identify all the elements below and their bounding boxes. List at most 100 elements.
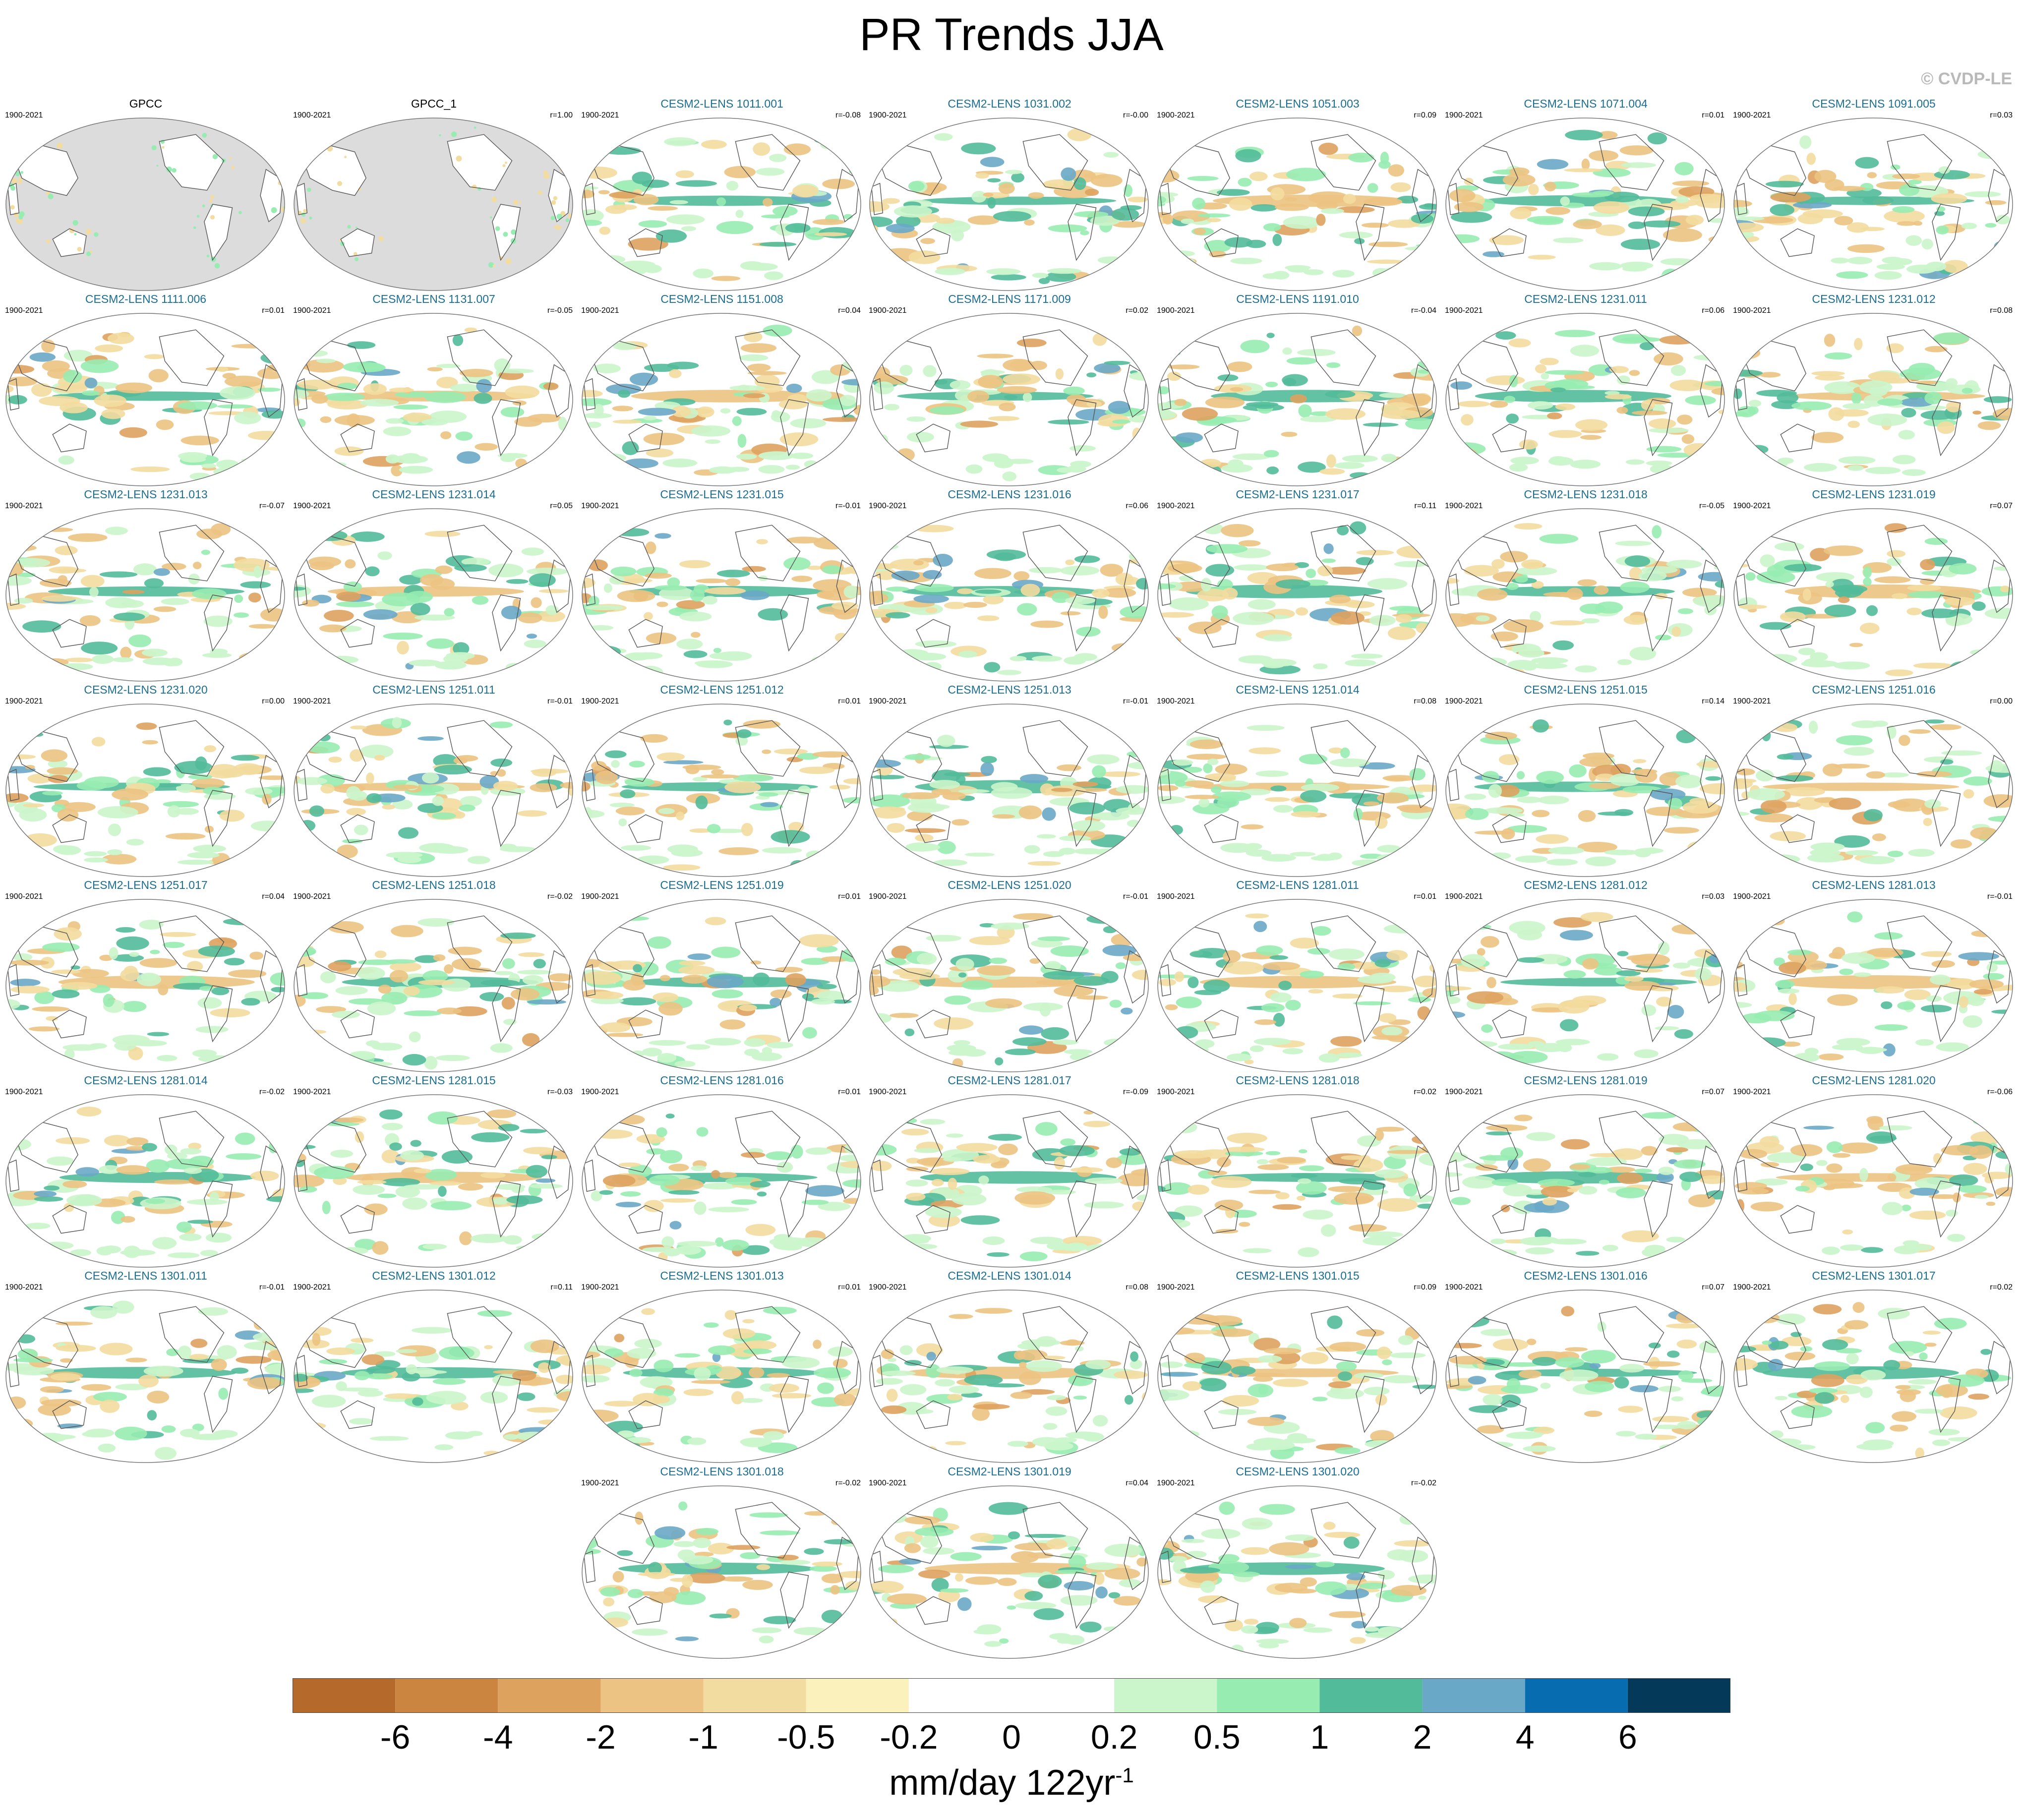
trend-blob xyxy=(1922,1330,1941,1335)
trend-blob xyxy=(366,1373,393,1380)
trend-blob xyxy=(1878,1307,1910,1320)
trend-blob xyxy=(260,608,285,622)
trend-blob xyxy=(1641,1146,1658,1156)
trend-blob xyxy=(1655,1026,1679,1031)
trend-blob xyxy=(1963,789,1974,799)
trend-blob xyxy=(1734,739,1754,753)
panel-title: CESM2-LENS 1231.011 xyxy=(1524,293,1647,305)
panel-title: CESM2-LENS 1071.004 xyxy=(1524,97,1648,110)
trend-blob xyxy=(997,670,1021,675)
panel-title: CESM2-LENS 1281.013 xyxy=(1812,879,1936,891)
trend-blob xyxy=(1219,780,1250,787)
trend-blob xyxy=(209,199,213,203)
trend-blob xyxy=(1291,811,1321,818)
trend-blob xyxy=(1367,183,1378,193)
trend-blob xyxy=(1682,587,1717,597)
map-outline xyxy=(1157,508,1437,682)
trend-blob xyxy=(1737,1251,1749,1259)
trend-blob xyxy=(1533,218,1563,225)
trend-blob xyxy=(1265,797,1290,802)
trend-blob xyxy=(1877,398,1903,406)
trend-blob xyxy=(1119,1579,1141,1587)
trend-blob xyxy=(384,1393,416,1399)
map-panel: CESM2-LENS 1281.019 1900-2021 r=0.07 xyxy=(1445,1074,1726,1270)
trend-blob xyxy=(1567,1188,1578,1193)
trend-blob xyxy=(1408,654,1424,663)
trend-blob xyxy=(1296,1195,1306,1201)
trend-blob xyxy=(612,419,642,424)
trend-blob xyxy=(886,587,909,592)
map-outline xyxy=(5,899,285,1072)
panel-title: CESM2-LENS 1251.019 xyxy=(660,879,784,891)
trend-blob xyxy=(417,918,455,927)
panel-correlation: r=-0.01 xyxy=(1123,892,1148,901)
trend-blob xyxy=(109,947,119,960)
trend-blob xyxy=(663,864,701,871)
trend-blob xyxy=(1616,375,1630,385)
trend-blob xyxy=(86,251,91,256)
trend-blob xyxy=(1457,401,1490,408)
trend-blob xyxy=(1136,1194,1148,1202)
trend-blob xyxy=(1759,372,1781,378)
trend-blob xyxy=(248,592,261,603)
trend-blob xyxy=(870,759,901,768)
trend-blob xyxy=(1869,1135,1897,1142)
trend-blob xyxy=(1007,1441,1028,1447)
trend-blob xyxy=(646,632,677,645)
trend-blob xyxy=(1503,619,1544,633)
trend-blob xyxy=(1692,264,1710,277)
trend-blob xyxy=(216,460,239,470)
trend-blob xyxy=(1530,662,1568,669)
trend-blob xyxy=(601,852,625,859)
trend-blob xyxy=(696,406,714,418)
coastline xyxy=(1735,768,1748,801)
trend-blob xyxy=(1194,1039,1215,1049)
trend-blob xyxy=(1395,614,1412,623)
trend-blob xyxy=(1108,401,1130,414)
trend-blob xyxy=(1329,594,1351,604)
trend-blob xyxy=(1734,1045,1756,1051)
trend-blob xyxy=(700,774,740,779)
trend-blob xyxy=(472,595,489,605)
trend-blob xyxy=(336,601,374,607)
trend-blob xyxy=(1266,466,1279,474)
trend-blob xyxy=(1509,463,1528,472)
trend-blob xyxy=(1564,168,1603,173)
trend-blob xyxy=(1104,1568,1140,1580)
trend-blob xyxy=(165,833,206,840)
coastline xyxy=(1022,720,1088,777)
trend-blob xyxy=(1016,338,1047,348)
trend-blob xyxy=(115,1426,147,1441)
trend-blob xyxy=(396,1349,417,1353)
trend-blob xyxy=(1122,1435,1145,1444)
trend-blob xyxy=(1666,1147,1689,1153)
trend-blob xyxy=(1892,206,1915,213)
trend-blob xyxy=(629,1368,643,1377)
panel-correlation: r=-0.02 xyxy=(1411,1479,1436,1487)
map-outline xyxy=(1733,1094,2013,1268)
trend-blob xyxy=(326,1347,355,1355)
panel-correlation: r=0.06 xyxy=(1126,502,1148,510)
trend-blob xyxy=(1832,1044,1863,1051)
trend-blob xyxy=(1401,393,1431,405)
trend-blob xyxy=(1043,1423,1058,1430)
trend-blob xyxy=(654,585,687,590)
trend-blob xyxy=(622,441,639,455)
trend-blob xyxy=(497,368,534,374)
trend-blob xyxy=(991,787,1032,799)
trend-blob xyxy=(451,131,457,137)
coastline xyxy=(1022,329,1088,386)
trend-blob xyxy=(403,1184,445,1189)
trend-blob xyxy=(1845,850,1879,856)
trend-blob xyxy=(126,839,144,846)
trend-blob xyxy=(1508,1051,1548,1063)
trend-blob xyxy=(1734,1243,1761,1252)
trend-blob xyxy=(522,1033,540,1047)
trend-map xyxy=(582,508,861,682)
trend-blob xyxy=(1158,1389,1190,1401)
trend-blob xyxy=(1903,1240,1919,1246)
trend-blob xyxy=(638,1572,676,1577)
trend-blob xyxy=(539,661,557,671)
trend-blob xyxy=(605,205,627,214)
trend-blob xyxy=(588,865,600,870)
